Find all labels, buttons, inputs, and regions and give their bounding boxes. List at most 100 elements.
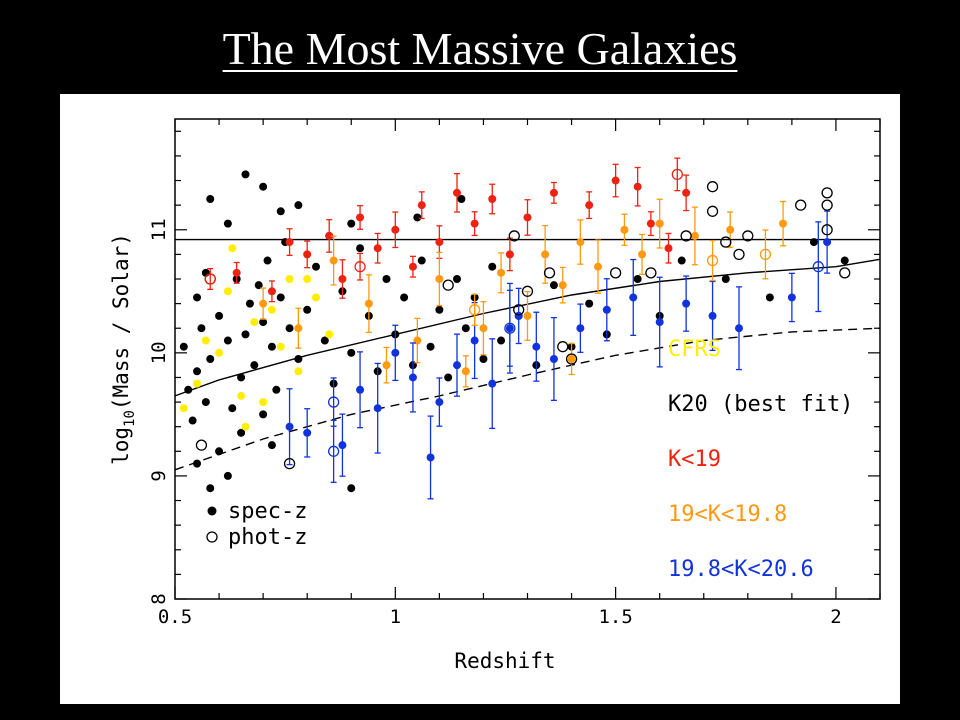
data-point	[435, 251, 444, 307]
data-point	[682, 174, 691, 212]
data-point	[706, 205, 719, 217]
phot-z-marker	[706, 254, 719, 267]
spec-z-marker	[677, 256, 686, 265]
data-point	[733, 248, 745, 261]
spec-z-marker	[237, 391, 246, 400]
phot-z-marker	[609, 267, 622, 279]
x-tick-label: 1	[390, 606, 401, 628]
spec-z-marker	[726, 225, 735, 234]
phot-z-marker	[195, 439, 208, 451]
spec-z-marker	[285, 275, 294, 283]
data-point	[294, 367, 303, 376]
data-point	[294, 307, 303, 349]
data-point	[558, 266, 567, 304]
data-point	[276, 342, 285, 351]
spec-z-marker	[312, 293, 320, 302]
phot-z-marker	[442, 279, 454, 291]
phot-z-marker	[327, 396, 340, 408]
spec-z-marker	[840, 256, 849, 265]
data-point	[840, 256, 849, 265]
data-point	[655, 276, 664, 368]
spec-z-marker	[241, 422, 250, 431]
spec-z-marker	[223, 336, 232, 345]
y-axis-label: log10(Mass / Solar)	[109, 233, 138, 465]
spec-z-marker	[356, 213, 365, 222]
spec-z-marker	[215, 447, 224, 456]
spec-z-marker	[259, 398, 268, 407]
data-point	[197, 324, 206, 333]
data-point	[557, 341, 569, 353]
data-point	[682, 275, 691, 332]
phot-z-marker	[706, 205, 719, 217]
data-point	[435, 377, 444, 427]
data-point	[497, 252, 506, 294]
data-point	[497, 336, 506, 345]
data-point	[426, 342, 435, 351]
spec-z-marker	[576, 238, 585, 247]
data-point	[276, 293, 285, 302]
spec-z-marker	[655, 219, 664, 228]
data-point	[677, 256, 686, 265]
data-point	[285, 275, 294, 283]
spec-z-marker	[721, 275, 730, 283]
data-point	[325, 219, 334, 253]
spec-z-marker	[241, 170, 250, 179]
data-point	[228, 404, 237, 413]
data-point	[413, 213, 422, 222]
data-point	[821, 187, 833, 199]
spec-z-marker	[488, 262, 497, 271]
data-point	[720, 236, 732, 248]
spec-z-marker	[413, 213, 422, 222]
phot-z-marker	[671, 168, 683, 181]
data-point	[356, 351, 365, 429]
spec-z-marker	[690, 231, 699, 240]
spec-z-marker	[276, 293, 285, 302]
legend-k19-19.8: 19<K<19.8	[668, 502, 787, 527]
data-point	[201, 336, 210, 345]
data-point	[521, 285, 534, 297]
phot-z-marker	[839, 267, 851, 279]
data-point	[206, 484, 215, 493]
data-point	[468, 293, 481, 326]
legend-cfrs: CFRS	[668, 337, 721, 362]
data-point	[457, 195, 466, 203]
spec-z-marker	[193, 459, 202, 468]
data-point	[259, 182, 268, 191]
data-point	[391, 211, 400, 249]
data-point	[215, 311, 224, 320]
spec-z-marker	[497, 268, 506, 277]
reference-lines	[174, 238, 881, 471]
data-point	[267, 342, 276, 351]
data-point	[549, 316, 558, 402]
spec-z-marker	[646, 219, 655, 228]
spec-z-marker	[259, 410, 268, 419]
data-point	[320, 336, 329, 345]
spec-z-marker	[633, 275, 642, 283]
data-point	[812, 221, 824, 313]
spec-z-marker	[254, 281, 263, 290]
spec-z-marker	[488, 195, 497, 203]
phot-z-marker	[521, 285, 534, 297]
phot-z-marker	[821, 199, 833, 211]
data-point	[638, 233, 647, 275]
data-point	[223, 471, 232, 480]
spec-z-marker	[408, 262, 417, 271]
data-point	[254, 281, 263, 290]
data-point	[223, 336, 232, 345]
spec-z-marker	[655, 318, 664, 327]
data-point	[742, 230, 754, 242]
data-point	[508, 230, 520, 242]
spec-z-marker	[347, 348, 356, 357]
data-point	[585, 191, 594, 220]
spec-z-marker	[682, 299, 691, 308]
data-point	[303, 305, 312, 314]
data-point	[283, 457, 296, 470]
phot-z-marker	[742, 230, 754, 242]
legend-k19: K<19	[668, 447, 721, 472]
data-point	[267, 305, 276, 314]
data-point	[543, 267, 556, 279]
spec-z-marker	[373, 244, 382, 253]
spec-z-marker	[241, 330, 250, 339]
spec-z-marker	[250, 361, 259, 370]
data-point	[327, 419, 340, 483]
